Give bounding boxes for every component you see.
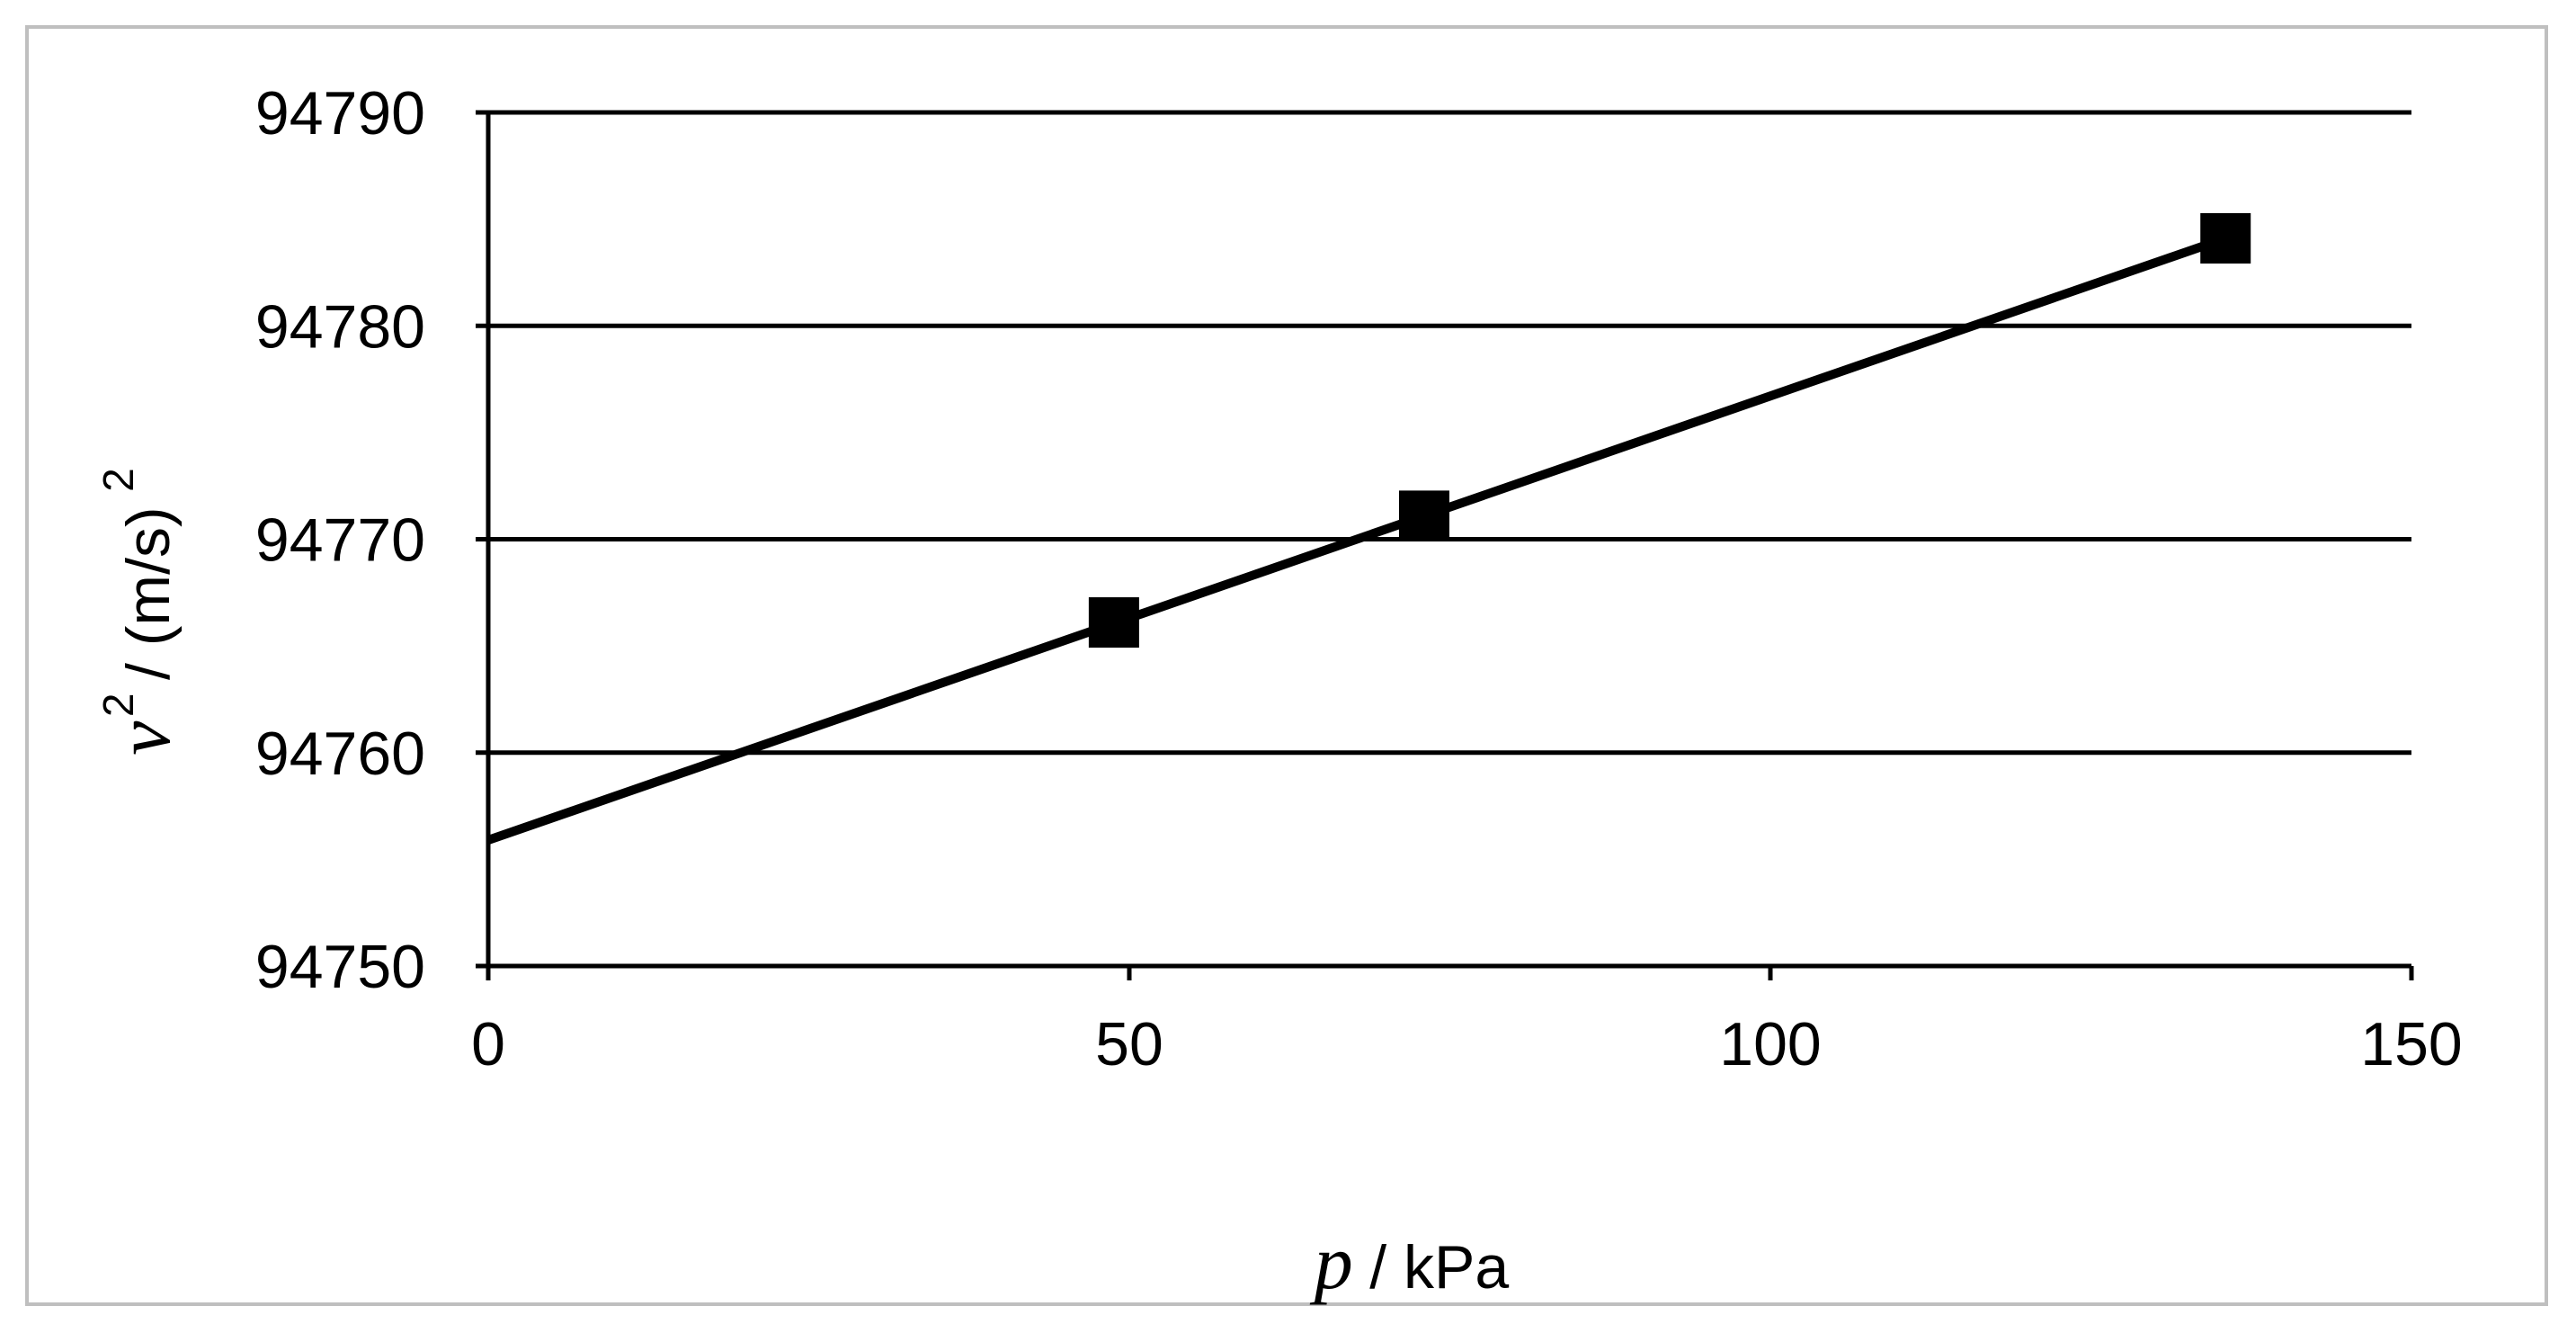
y-tick-label-2: 94770 (255, 506, 425, 575)
y-axis-unit: / (m/s) (114, 506, 183, 680)
tick-labels: 94750 94760 94770 94780 94790 0 50 100 150 (255, 79, 2463, 1078)
y-tick-label-4: 94790 (255, 79, 425, 148)
y-tick-label-0: 94750 (255, 933, 425, 1001)
data-point-0-2 (2200, 212, 2251, 264)
y-axis-unit-exponent: 2 (95, 468, 143, 492)
y-axis-symbol: v (100, 720, 186, 756)
x-tick-label-3: 150 (2360, 1010, 2462, 1078)
y-tick-label-1: 94760 (255, 720, 425, 788)
axes (476, 110, 2414, 980)
x-tick-label-2: 100 (1719, 1010, 1821, 1078)
x-axis-title: p / kPa (1309, 1219, 1510, 1305)
y-axis-symbol-exponent: 2 (95, 693, 143, 717)
y-axis-title: v 2 / (m/s) 2 (95, 468, 186, 756)
grid-lines (488, 110, 2411, 969)
chart-frame (25, 25, 2548, 1306)
y-tick-label-3: 94780 (255, 292, 425, 361)
x-tick-label-0: 0 (471, 1010, 505, 1078)
data-points (1088, 212, 2251, 649)
trendline (486, 234, 2227, 845)
data-point-0-1 (1398, 490, 1449, 541)
x-tick-label-1: 50 (1095, 1010, 1163, 1078)
data-point-0-0 (1088, 597, 1139, 649)
x-axis-symbol: p (1309, 1219, 1353, 1305)
trendline-group (486, 234, 2227, 845)
x-axis-unit: / kPa (1369, 1233, 1509, 1302)
